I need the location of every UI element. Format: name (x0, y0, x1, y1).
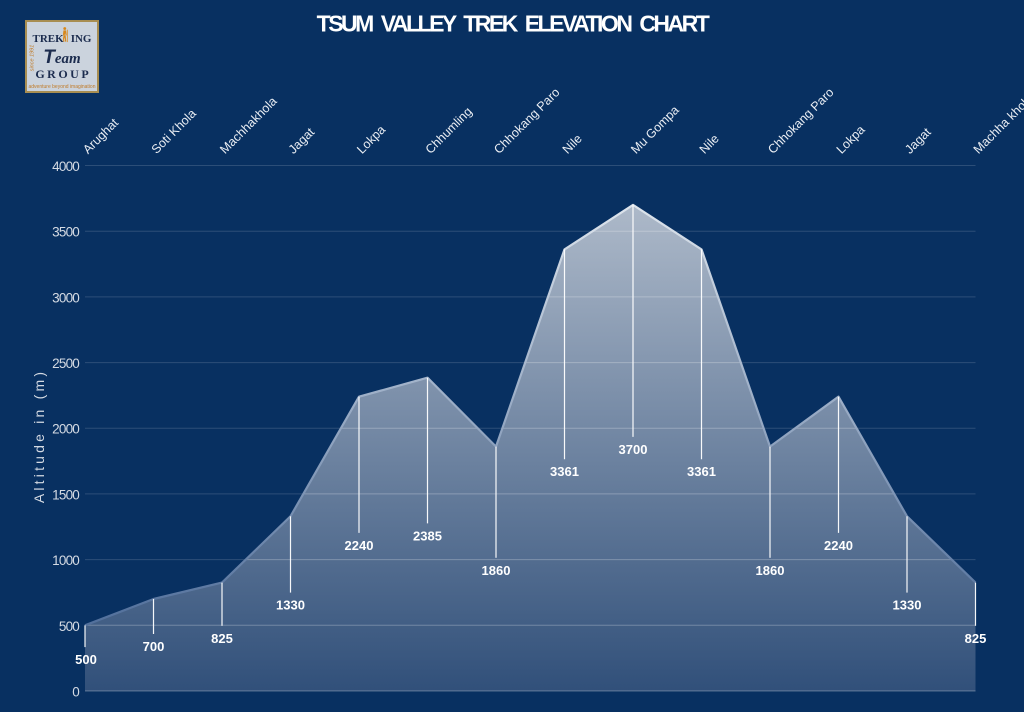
svg-text:825: 825 (965, 631, 987, 646)
svg-text:1330: 1330 (893, 598, 922, 613)
svg-text:3000: 3000 (52, 290, 79, 305)
svg-text:3361: 3361 (550, 464, 579, 479)
svg-text:1860: 1860 (482, 563, 511, 578)
svg-text:1860: 1860 (756, 563, 785, 578)
svg-text:500: 500 (75, 652, 97, 667)
svg-text:2500: 2500 (52, 356, 79, 371)
svg-text:1330: 1330 (276, 598, 305, 613)
svg-text:2000: 2000 (52, 422, 79, 437)
svg-text:2385: 2385 (413, 528, 442, 543)
svg-text:3500: 3500 (52, 225, 79, 240)
svg-text:500: 500 (59, 619, 79, 634)
svg-text:2240: 2240 (345, 538, 374, 553)
svg-text:1000: 1000 (52, 553, 79, 568)
svg-text:3700: 3700 (619, 442, 648, 457)
svg-text:1500: 1500 (52, 487, 79, 502)
svg-text:Altitude in (m): Altitude in (m) (31, 369, 47, 503)
svg-text:3361: 3361 (687, 464, 716, 479)
svg-text:TSUM VALLEY TREK ELEVATION CHA: TSUM VALLEY TREK ELEVATION CHART (317, 11, 710, 37)
svg-text:700: 700 (143, 639, 165, 654)
svg-text:825: 825 (211, 631, 233, 646)
svg-text:0: 0 (72, 685, 79, 700)
svg-text:2240: 2240 (824, 538, 853, 553)
svg-text:4000: 4000 (52, 159, 79, 174)
